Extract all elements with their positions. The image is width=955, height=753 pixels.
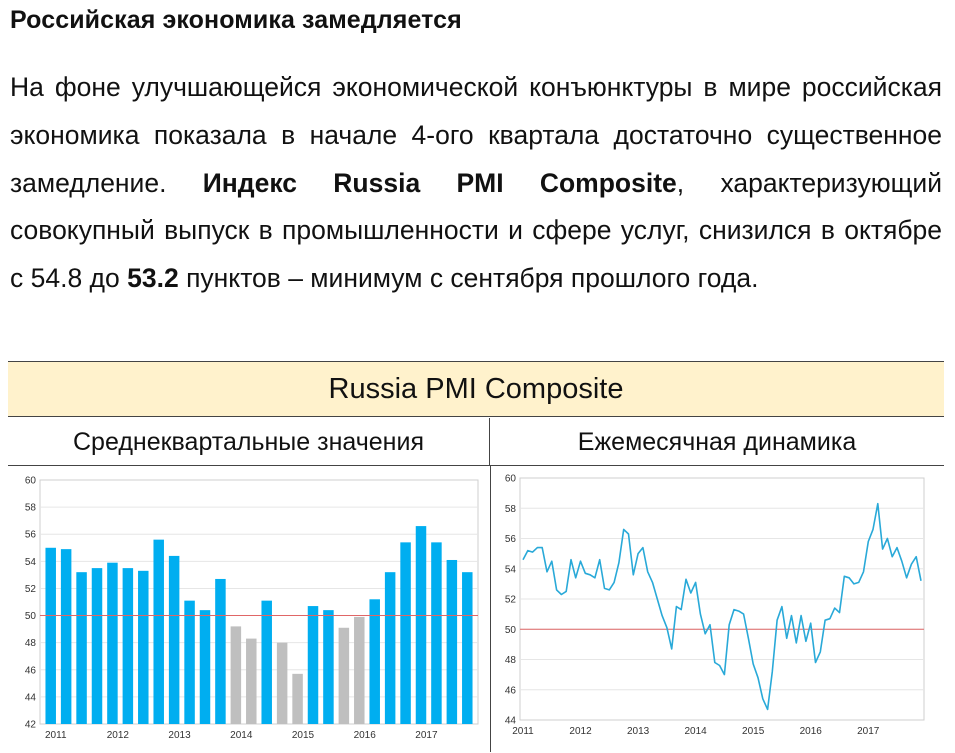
- bar-y-tick-label: 58: [25, 503, 37, 514]
- bar: [138, 570, 149, 724]
- bar-x-tick-label: 2013: [168, 730, 191, 741]
- pmi-panel: Russia PMI Composite Среднеквартальные з…: [8, 361, 944, 752]
- right-chart-header: Ежемесячная динамика: [490, 418, 944, 466]
- bar-plot-frame: [39, 479, 479, 725]
- line-y-tick-label: 52: [505, 595, 517, 606]
- bar-y-tick-label: 56: [25, 530, 37, 541]
- line-x-tick-label: 2013: [627, 726, 650, 737]
- bar: [431, 542, 442, 724]
- bar-y-tick-label: 50: [25, 611, 37, 622]
- line-y-tick-label: 44: [505, 716, 517, 727]
- bar: [400, 542, 411, 724]
- bar: [338, 627, 350, 724]
- bar: [122, 568, 134, 724]
- line-x-tick-label: 2015: [742, 726, 765, 737]
- line-x-tick-label: 2017: [857, 726, 880, 737]
- article-paragraph: На фоне улучшающейся экономической конъю…: [10, 64, 942, 303]
- paragraph-text-1: На фоне улучшающейся экономической конъю…: [10, 72, 942, 198]
- line-y-tick-label: 56: [505, 534, 517, 545]
- bar: [415, 526, 427, 724]
- paragraph-bold-1: Индекс Russia PMI Composite: [202, 167, 677, 198]
- line-y-tick-label: 58: [505, 504, 517, 515]
- bar-y-tick-label: 48: [25, 638, 37, 649]
- line-x-tick-label: 2014: [685, 726, 708, 737]
- line-y-tick-label: 54: [505, 564, 517, 575]
- article-heading: Российская экономика замедляется: [10, 6, 462, 34]
- bar: [246, 638, 257, 724]
- bar-y-tick-label: 44: [25, 692, 37, 703]
- quarterly-bar-chart: 42 44 46 48 50 52 54 56 58 60 2011 2012 2013 2014 2015…: [25, 476, 479, 741]
- line-x-tick-label: 2016: [800, 726, 823, 737]
- bar: [60, 549, 72, 724]
- panel-divider: [490, 466, 491, 752]
- bar: [153, 539, 164, 724]
- bar-y-tick-label: 60: [25, 476, 37, 487]
- bar: [76, 572, 87, 724]
- bar-x-tick-label: 2017: [415, 730, 438, 741]
- line-y-tick-label: 48: [505, 655, 517, 666]
- paragraph-bold-2: 53.2: [127, 263, 179, 294]
- bar-x-tick-label: 2015: [292, 730, 315, 741]
- bar: [292, 673, 303, 724]
- bar: [215, 578, 226, 724]
- pmi-line-series: [522, 502, 922, 711]
- bar: [307, 606, 319, 724]
- bar-x-tick-label: 2014: [230, 730, 253, 741]
- bar: [354, 616, 365, 724]
- line-y-tick-label: 46: [505, 685, 517, 696]
- bar-x-tick-label: 2011: [45, 730, 67, 741]
- bar: [107, 562, 118, 724]
- monthly-line-chart: 44 46 48 50 52 54 56 58 60 2011 2012 2013 2014 2015 20…: [505, 474, 925, 737]
- bar: [184, 600, 195, 724]
- bar-y-tick-label: 52: [25, 584, 37, 595]
- bar-y-tick-label: 46: [25, 665, 37, 676]
- line-y-tick-label: 50: [505, 625, 517, 636]
- bar: [369, 599, 380, 724]
- bar-x-tick-label: 2012: [107, 730, 130, 741]
- line-x-tick-label: 2012: [569, 726, 592, 737]
- panel-title: Russia PMI Composite: [8, 362, 944, 417]
- line-y-tick-label: 60: [505, 474, 517, 485]
- left-chart-header: Среднеквартальные значения: [8, 418, 490, 466]
- bar-y-tick-label: 42: [25, 720, 37, 731]
- bar: [45, 547, 56, 724]
- bar-y-tick-label: 54: [25, 557, 37, 568]
- bar: [91, 568, 103, 724]
- paragraph-text-2: , характеризующий совокупный выпуск в пр…: [10, 167, 942, 294]
- bar: [168, 555, 180, 724]
- line-x-tick-label: 2011: [512, 726, 534, 737]
- paragraph-text-3: пунктов – минимум с сентября прошлого го…: [178, 263, 759, 294]
- bar: [323, 610, 334, 724]
- bar: [446, 559, 458, 724]
- bar-x-tick-label: 2016: [354, 730, 377, 741]
- bar: [384, 572, 396, 724]
- bar: [199, 610, 211, 724]
- bar: [462, 572, 473, 724]
- bar: [276, 642, 288, 724]
- bar: [261, 600, 272, 724]
- bar: [230, 626, 242, 724]
